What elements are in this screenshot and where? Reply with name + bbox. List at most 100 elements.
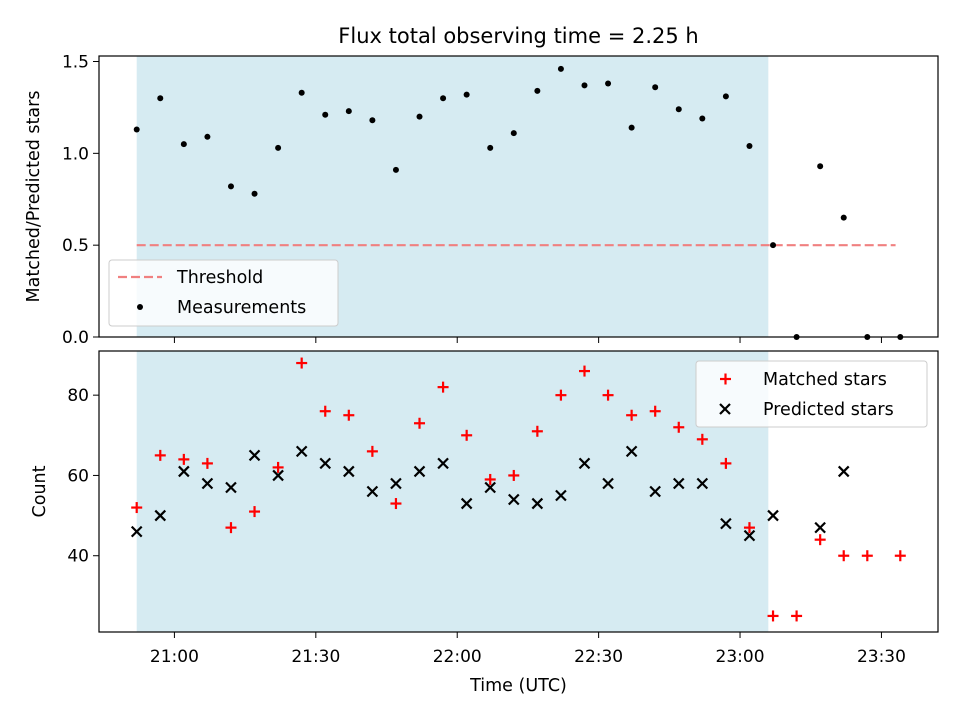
matched-star-point — [602, 389, 614, 401]
cross-stroke — [295, 445, 308, 458]
predicted-star-point — [578, 457, 591, 470]
measurement-point — [463, 91, 470, 98]
measurement-point — [746, 142, 753, 149]
matched-star-point — [437, 381, 449, 393]
cross-stroke — [248, 449, 261, 462]
x-axis-label: Time (UTC) — [469, 676, 567, 696]
legend-predicted-swatch — [719, 403, 731, 415]
predicted-star-point — [743, 529, 756, 542]
predicted-star-point — [225, 481, 237, 494]
predicted-star-point — [625, 445, 638, 458]
matched-star-point — [743, 522, 755, 534]
cross-stroke — [484, 481, 496, 494]
cross-stroke — [767, 509, 779, 522]
matched-star-point — [319, 405, 331, 417]
cross-stroke — [696, 477, 709, 490]
measurement-point — [133, 126, 140, 133]
predicted-star-point — [720, 517, 732, 530]
predicted-star-point — [295, 445, 308, 458]
measurement-point — [180, 141, 187, 148]
top-legend-box — [108, 259, 339, 327]
cross-stroke — [343, 465, 355, 478]
matched-star-point — [814, 534, 826, 546]
cross-stroke — [555, 489, 567, 502]
cross-stroke — [178, 465, 190, 478]
predicted-star-point — [201, 477, 214, 490]
matched-star-point — [555, 389, 567, 401]
measurement-point — [557, 65, 564, 72]
measurement-point — [675, 106, 682, 113]
cross-stroke — [130, 525, 143, 538]
matched-star-point — [791, 610, 803, 622]
cross-stroke — [720, 517, 732, 530]
matched-star-points — [131, 357, 906, 622]
bottom-y-axis-label: Count — [30, 465, 50, 517]
measurement-point — [440, 95, 447, 102]
predicted-star-point — [484, 481, 496, 494]
y-tick-label: 0.5 — [62, 236, 89, 256]
measurement-point — [369, 117, 376, 124]
measurement-point — [817, 163, 824, 170]
measurement-point — [251, 190, 258, 197]
predicted-star-point — [767, 509, 779, 522]
cross-stroke — [743, 529, 756, 542]
legend-matched-swatch — [720, 373, 731, 385]
top-y-ticks: 0.0 0.5 1.0 1.5 — [62, 53, 99, 348]
measurement-point — [510, 130, 517, 137]
chart-title: Flux total observing time = 2.25 h — [338, 24, 698, 48]
y-tick-label: 1.0 — [62, 144, 89, 164]
predicted-star-point — [602, 477, 614, 490]
legend-matched-label: Matched stars — [763, 370, 887, 390]
matched-star-point — [838, 550, 850, 562]
measurement-point — [840, 214, 847, 221]
matched-star-point — [767, 610, 779, 622]
measurement-point — [157, 95, 164, 102]
measurement-point — [204, 133, 211, 140]
matched-star-point — [894, 550, 906, 562]
matched-star-point — [296, 357, 308, 369]
predicted-star-point — [343, 465, 355, 478]
matched-star-point — [696, 433, 708, 445]
cross-stroke — [578, 457, 591, 470]
measurement-point — [652, 84, 659, 91]
predicted-star-point — [154, 509, 167, 522]
legend-predicted-label: Predicted stars — [763, 400, 894, 420]
measurement-point — [416, 113, 423, 120]
measurement-point — [298, 89, 305, 96]
predicted-star-point — [130, 525, 143, 538]
matched-star-point — [272, 461, 284, 473]
matched-star-point — [578, 365, 590, 377]
cross-stroke — [225, 481, 237, 494]
predicted-star-point — [437, 457, 449, 470]
x-tick-label: 23:30 — [857, 647, 906, 667]
legend-measurements-swatch — [137, 304, 143, 310]
predicted-star-point — [649, 485, 661, 498]
matched-star-point — [673, 421, 685, 433]
y-tick-label: 80 — [67, 386, 89, 406]
cross-stroke — [154, 509, 167, 522]
x-tick-label: 23:00 — [716, 647, 765, 667]
observing-window-band — [136, 351, 769, 632]
cross-stroke — [602, 477, 614, 490]
predicted-star-point — [555, 489, 567, 502]
predicted-star-point — [837, 465, 850, 478]
bottom-y-ticks: 40 60 80 — [67, 386, 99, 567]
matched-star-point — [201, 457, 213, 469]
measurement-point — [534, 87, 541, 94]
matched-star-point — [626, 409, 638, 421]
x-tick-label: 21:00 — [150, 647, 199, 667]
predicted-star-point — [672, 477, 685, 490]
cross-stroke — [625, 445, 638, 458]
cross-stroke — [390, 477, 402, 490]
measurement-point — [487, 144, 494, 151]
predicted-star-point — [366, 485, 379, 498]
matched-star-point — [508, 469, 520, 481]
matched-star-point — [861, 550, 873, 562]
y-tick-label: 1.5 — [62, 53, 89, 73]
y-tick-label: 40 — [67, 547, 89, 567]
measurement-point — [605, 80, 612, 87]
y-tick-label: 0.0 — [62, 328, 89, 348]
cross-stroke — [319, 457, 332, 470]
predicted-star-point — [319, 457, 332, 470]
